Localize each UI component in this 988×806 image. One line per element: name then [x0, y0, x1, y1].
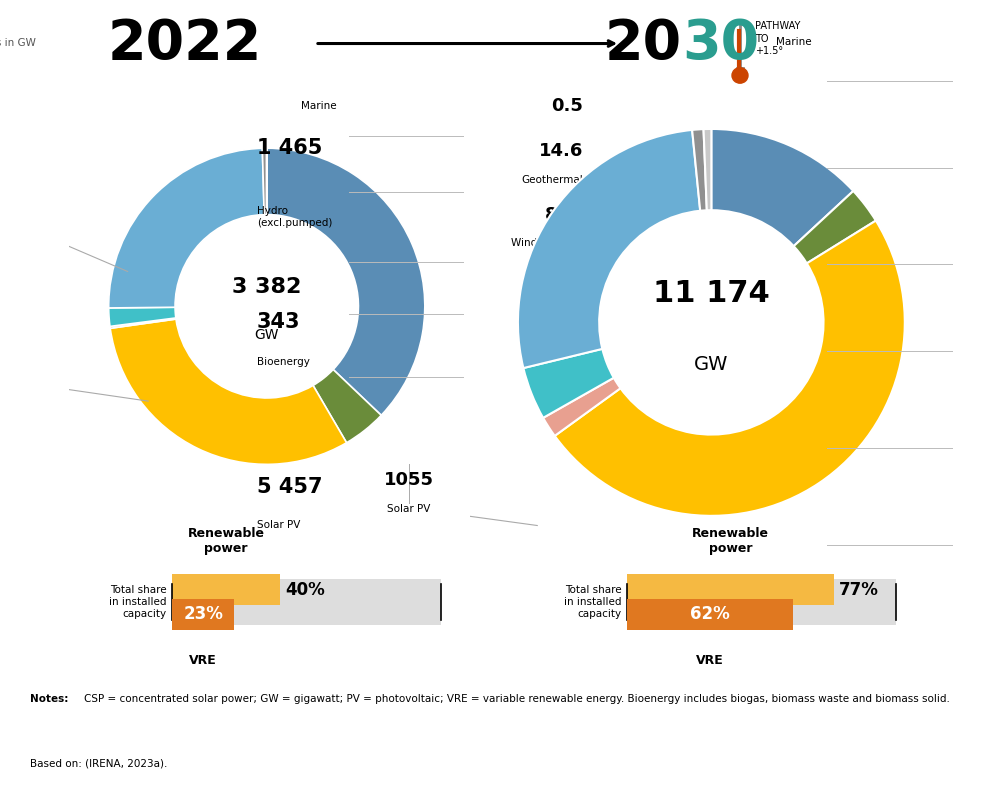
- Wedge shape: [703, 129, 711, 210]
- Wedge shape: [263, 148, 267, 214]
- Bar: [172, 579, 441, 625]
- Wedge shape: [793, 191, 875, 264]
- Text: 1055: 1055: [384, 472, 434, 489]
- Text: 3 382: 3 382: [232, 277, 301, 297]
- Text: 77%: 77%: [839, 581, 879, 599]
- Text: 11 174: 11 174: [653, 279, 770, 308]
- Text: Wind
offshore: Wind offshore: [540, 306, 583, 328]
- Text: VRE: VRE: [190, 654, 217, 667]
- Text: 6.6: 6.6: [551, 386, 583, 404]
- Bar: [626, 579, 895, 625]
- Text: 343: 343: [257, 313, 300, 332]
- Text: CSP = concentrated solar power; GW = gigawatt; PV = photovoltaic; VRE = variable: CSP = concentrated solar power; GW = gig…: [84, 694, 949, 704]
- Text: All values in GW: All values in GW: [0, 38, 36, 48]
- Bar: [626, 575, 834, 605]
- Text: 23%: 23%: [184, 605, 223, 623]
- Bar: [626, 599, 793, 629]
- Text: Notes:: Notes:: [30, 694, 68, 704]
- Text: 40%: 40%: [286, 581, 325, 599]
- Text: Wind onshore: Wind onshore: [512, 238, 583, 248]
- Text: Based on: (IRENA, 2023a).: Based on: (IRENA, 2023a).: [30, 758, 167, 768]
- Bar: [172, 575, 280, 605]
- Text: CSP: CSP: [563, 415, 583, 425]
- Wedge shape: [109, 307, 176, 326]
- Text: Solar PV: Solar PV: [387, 504, 431, 513]
- Text: Solar PV: Solar PV: [257, 520, 300, 530]
- Text: Renewable
power: Renewable power: [692, 526, 769, 555]
- Wedge shape: [518, 130, 700, 368]
- Text: VRE: VRE: [697, 654, 724, 667]
- Text: 5 457: 5 457: [257, 477, 322, 496]
- Text: Geothermal: Geothermal: [522, 175, 583, 185]
- Wedge shape: [693, 129, 706, 210]
- Text: 63: 63: [558, 272, 583, 290]
- Wedge shape: [111, 319, 347, 464]
- Circle shape: [732, 68, 748, 83]
- Text: 62%: 62%: [691, 605, 730, 623]
- Text: 0.5: 0.5: [551, 97, 583, 114]
- Text: 836: 836: [545, 206, 583, 223]
- Wedge shape: [109, 148, 264, 308]
- Text: Bioenergy: Bioenergy: [257, 357, 309, 368]
- Wedge shape: [711, 129, 854, 246]
- Text: 1 465: 1 465: [257, 139, 322, 158]
- Text: Total share
in installed
capacity: Total share in installed capacity: [564, 584, 621, 620]
- Wedge shape: [524, 349, 614, 418]
- Wedge shape: [554, 221, 905, 516]
- Text: Marine: Marine: [300, 101, 336, 110]
- Text: 20: 20: [605, 17, 682, 70]
- Text: GW: GW: [255, 328, 279, 342]
- Bar: [172, 599, 234, 629]
- Text: Renewable
power: Renewable power: [188, 526, 265, 555]
- Text: PATHWAY
TO
+1.5°: PATHWAY TO +1.5°: [755, 21, 800, 56]
- Text: Marine: Marine: [777, 37, 812, 47]
- Text: 14.6: 14.6: [538, 143, 583, 160]
- Wedge shape: [110, 318, 176, 328]
- Text: GW: GW: [695, 355, 728, 375]
- Wedge shape: [313, 369, 381, 442]
- Text: 30: 30: [682, 17, 759, 70]
- Text: Hydro
(excl.pumped): Hydro (excl.pumped): [257, 206, 332, 228]
- Text: Total share
in installed
capacity: Total share in installed capacity: [110, 584, 167, 620]
- Text: 2022: 2022: [108, 17, 262, 70]
- Wedge shape: [543, 378, 620, 436]
- Wedge shape: [267, 148, 425, 415]
